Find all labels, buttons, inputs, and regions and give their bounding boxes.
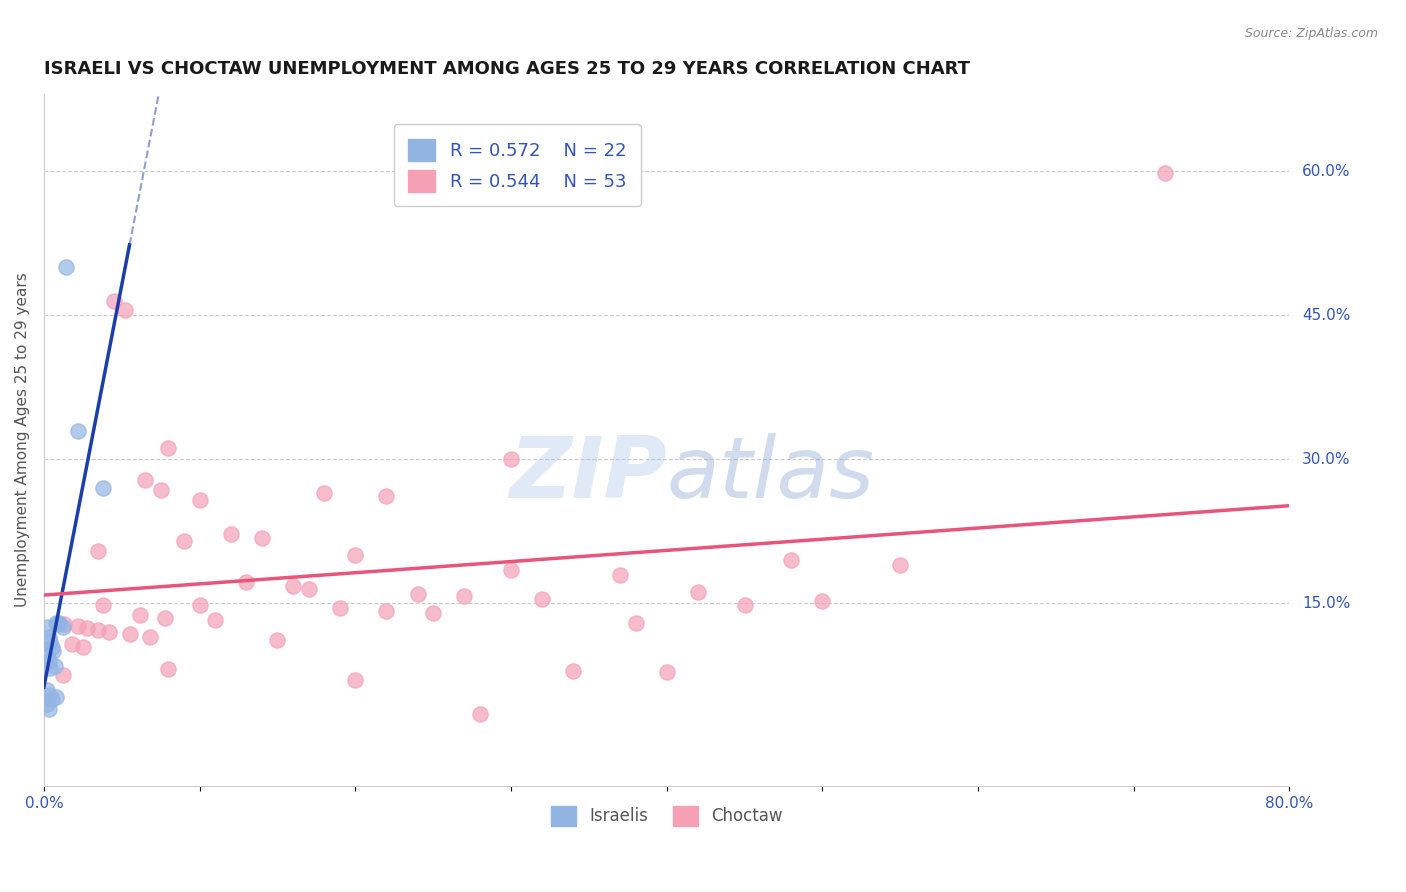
Point bbox=[55, 260, 77, 275]
Point bbox=[87, 543, 110, 558]
Point bbox=[45, 690, 67, 705]
Point bbox=[91, 599, 114, 613]
Point bbox=[329, 601, 352, 615]
Point bbox=[609, 567, 631, 582]
Point bbox=[139, 630, 162, 644]
Text: 45.0%: 45.0% bbox=[1302, 308, 1350, 323]
Point bbox=[468, 706, 491, 721]
Point bbox=[375, 604, 398, 618]
Point bbox=[38, 702, 60, 716]
Point bbox=[155, 611, 177, 625]
Point bbox=[52, 620, 75, 634]
Point bbox=[453, 589, 475, 603]
Point bbox=[35, 682, 58, 697]
Point bbox=[406, 587, 429, 601]
Point bbox=[422, 606, 444, 620]
Point bbox=[655, 665, 678, 680]
Point bbox=[314, 486, 336, 500]
Point bbox=[76, 621, 98, 635]
Text: ISRAELI VS CHOCTAW UNEMPLOYMENT AMONG AGES 25 TO 29 YEARS CORRELATION CHART: ISRAELI VS CHOCTAW UNEMPLOYMENT AMONG AG… bbox=[44, 60, 970, 78]
Point bbox=[235, 575, 257, 590]
Point bbox=[46, 617, 69, 632]
Point bbox=[129, 607, 152, 622]
Point bbox=[41, 692, 63, 706]
Point bbox=[98, 625, 121, 640]
Point bbox=[157, 662, 180, 676]
Point bbox=[686, 584, 709, 599]
Text: Source: ZipAtlas.com: Source: ZipAtlas.com bbox=[1244, 27, 1378, 40]
Point bbox=[297, 582, 319, 596]
Point bbox=[780, 553, 803, 567]
Point bbox=[811, 594, 834, 608]
Point bbox=[42, 644, 65, 658]
Point bbox=[889, 558, 911, 572]
Point bbox=[35, 620, 58, 634]
Point bbox=[67, 424, 90, 438]
Point bbox=[266, 632, 288, 647]
Point bbox=[91, 481, 114, 495]
Point bbox=[52, 668, 75, 682]
Point bbox=[114, 303, 136, 318]
Point bbox=[87, 624, 110, 638]
Legend: Israelis, Choctaw: Israelis, Choctaw bbox=[544, 799, 789, 833]
Point bbox=[35, 697, 58, 711]
Point bbox=[53, 617, 76, 632]
Point bbox=[375, 489, 398, 503]
Point bbox=[734, 599, 756, 613]
Point bbox=[41, 640, 63, 654]
Text: ZIP: ZIP bbox=[509, 434, 666, 516]
Point bbox=[67, 619, 90, 633]
Text: 60.0%: 60.0% bbox=[1302, 164, 1350, 178]
Point bbox=[48, 615, 70, 630]
Point bbox=[38, 630, 60, 644]
Text: atlas: atlas bbox=[666, 434, 875, 516]
Point bbox=[531, 591, 554, 606]
Point bbox=[157, 441, 180, 455]
Text: 15.0%: 15.0% bbox=[1302, 596, 1350, 611]
Point bbox=[1153, 166, 1175, 180]
Point bbox=[38, 654, 60, 668]
Point bbox=[188, 599, 211, 613]
Point bbox=[38, 688, 60, 702]
Text: 30.0%: 30.0% bbox=[1302, 452, 1350, 467]
Point bbox=[103, 293, 125, 308]
Point bbox=[499, 563, 522, 577]
Point bbox=[44, 658, 66, 673]
Point bbox=[45, 615, 67, 630]
Point bbox=[118, 627, 141, 641]
Y-axis label: Unemployment Among Ages 25 to 29 years: Unemployment Among Ages 25 to 29 years bbox=[15, 273, 30, 607]
Point bbox=[204, 613, 226, 627]
Point bbox=[173, 533, 195, 548]
Point bbox=[344, 549, 367, 563]
Point bbox=[281, 579, 304, 593]
Point bbox=[149, 483, 172, 497]
Point bbox=[624, 615, 647, 630]
Point bbox=[39, 661, 62, 675]
Point bbox=[499, 452, 522, 467]
Point bbox=[134, 474, 156, 488]
Point bbox=[39, 634, 62, 648]
Point bbox=[344, 673, 367, 688]
Point bbox=[35, 649, 58, 664]
Point bbox=[72, 640, 94, 654]
Point bbox=[219, 527, 242, 541]
Point bbox=[562, 664, 585, 678]
Point bbox=[250, 531, 273, 545]
Point bbox=[60, 637, 83, 651]
Point bbox=[188, 492, 211, 507]
